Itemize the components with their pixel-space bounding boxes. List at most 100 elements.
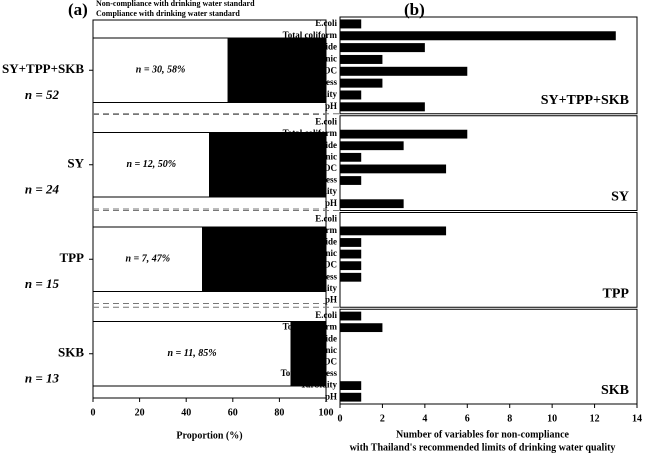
subpanel-name: TPP (603, 286, 630, 301)
category-label: Turbidity (300, 380, 337, 390)
category-label: DOC (317, 260, 337, 270)
x-tick-label: 60 (228, 407, 238, 418)
bar (340, 102, 425, 112)
bar (340, 90, 362, 100)
value-label: n = 30, 58% (136, 65, 186, 76)
x-tick-label: 10 (547, 413, 557, 424)
category-note: n = 24 (25, 181, 60, 196)
category-label: SY (67, 155, 84, 170)
subpanel-name: SKB (601, 383, 629, 398)
category-label: pH (325, 101, 337, 111)
category-label: Total coliform (283, 225, 338, 235)
category-label: Total coliform (283, 30, 338, 40)
subpanel-frame (339, 115, 638, 211)
x-tick-label: 14 (632, 413, 642, 424)
category-label: Turbidity (300, 89, 337, 99)
category-label: SKB (58, 344, 84, 359)
category-label: TPP (59, 250, 84, 265)
bar (340, 176, 362, 185)
x-tick-label: 2 (380, 413, 385, 424)
x-tick-label: 12 (590, 413, 600, 424)
bar (340, 141, 404, 151)
category-label: Fluoride (304, 140, 337, 150)
category-label: Turbidity (300, 283, 337, 293)
bar (340, 381, 362, 391)
x-tick-label: 8 (507, 413, 512, 424)
legend-label: Non-compliance with drinking water stand… (96, 0, 255, 8)
panel-label: (a) (68, 0, 88, 19)
category-label: pH (325, 198, 337, 208)
panel-label: (b) (404, 0, 425, 19)
category-label: Total coliform (283, 322, 338, 332)
category-label: pH (325, 391, 337, 401)
value-label: n = 22, 42% (252, 65, 302, 76)
bar (340, 311, 362, 321)
category-label: Total coliform (283, 128, 338, 138)
bar (340, 54, 383, 64)
value-label: n = 12, 50% (243, 159, 293, 170)
bar (340, 43, 425, 53)
category-label: Fluoride (304, 333, 337, 343)
category-label: Fluoride (304, 42, 337, 52)
category-note: n = 52 (25, 87, 60, 102)
x-axis-title: Number of variables for non-compliance (396, 429, 570, 440)
bar (340, 261, 362, 271)
value-label: n = 8, 53% (242, 254, 287, 265)
x-tick-label: 100 (319, 407, 334, 418)
x-tick-label: 4 (422, 413, 427, 424)
value-label: n = 2, 15% (293, 348, 324, 359)
value-label: n = 11, 85% (168, 348, 217, 359)
bar (340, 164, 447, 174)
bar (340, 226, 447, 236)
bar-segment (209, 132, 327, 198)
bar (340, 66, 468, 76)
subpanel-name: SY+TPP+SKB (541, 93, 629, 108)
x-axis-title: Proportion (%) (176, 430, 242, 441)
bar (340, 152, 362, 162)
category-label: Arsenic (308, 248, 338, 258)
bar (340, 31, 616, 41)
x-axis-title: with Thailand's recommended limits of dr… (350, 442, 616, 453)
category-label: E.coli (315, 117, 337, 127)
bar (340, 238, 362, 247)
subpanel-frame (339, 16, 638, 115)
category-label: DOC (317, 163, 337, 173)
category-note: n = 15 (25, 276, 60, 291)
category-label: Arsenic (308, 345, 338, 355)
bar (340, 392, 362, 402)
bar (340, 249, 362, 259)
bar (340, 272, 362, 282)
bar (340, 78, 383, 88)
legend-label: Compliance with drinking water standard (96, 9, 240, 18)
category-label: Turbidity (300, 186, 337, 196)
value-label: n = 7, 47% (125, 254, 170, 265)
subpanel-name: SY (611, 190, 629, 205)
category-label: Arsenic (308, 151, 338, 161)
category-label: SY+TPP+SKB (2, 61, 84, 76)
x-tick-label: 0 (338, 413, 343, 424)
subpanel-frame (339, 212, 638, 308)
bar-segment (92, 37, 229, 103)
category-label: Total hardness (281, 368, 338, 378)
bar (340, 19, 362, 29)
category-label: Fluoride (304, 237, 337, 247)
bar-segment (92, 132, 210, 198)
bar-segment (202, 226, 327, 292)
category-note: n = 13 (25, 370, 60, 385)
bar-segment (227, 37, 327, 103)
category-label: E.coli (315, 310, 337, 320)
x-tick-label: 20 (135, 407, 145, 418)
category-label: Arsenic (308, 54, 338, 64)
value-label: n = 12, 50% (126, 159, 176, 170)
x-tick-label: 40 (181, 407, 191, 418)
bar (340, 323, 383, 333)
category-label: E.coli (315, 18, 337, 28)
x-tick-label: 6 (465, 413, 470, 424)
category-label: Total hardness (281, 271, 338, 281)
bar (340, 129, 468, 139)
category-label: Total hardness (281, 175, 338, 185)
x-tick-label: 0 (91, 407, 96, 418)
category-label: Total hardness (281, 77, 338, 87)
